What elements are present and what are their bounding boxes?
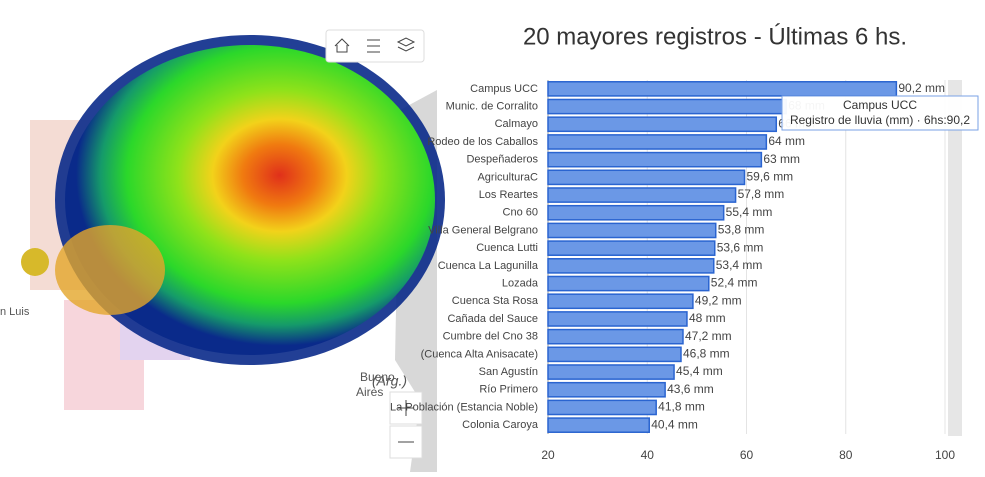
y-tick-label: Cuenca Lutti — [476, 242, 538, 254]
y-tick-label: (Cuenca Alta Anisacate) — [421, 348, 538, 360]
map-label: n Luis — [0, 306, 30, 318]
value-label: 53,8 mm — [718, 223, 765, 237]
value-label: 53,4 mm — [716, 258, 763, 272]
value-label: 52,4 mm — [711, 276, 758, 290]
value-label: 59,6 mm — [747, 170, 794, 184]
x-tick-label: 40 — [641, 448, 655, 462]
bar — [547, 116, 778, 133]
y-tick-label: La Población (Estancia Noble) — [390, 401, 538, 413]
value-label: 45,4 mm — [676, 364, 723, 378]
bar — [547, 275, 710, 292]
value-label: 64 mm — [768, 134, 805, 148]
bar — [547, 346, 682, 363]
value-label: 48 mm — [689, 311, 726, 325]
radar-cell — [21, 248, 49, 276]
chart-title: 20 mayores registros - Últimas 6 hs. — [523, 23, 907, 50]
scrollbar[interactable] — [948, 80, 962, 436]
value-label: 40,4 mm — [651, 417, 698, 431]
zoom-in[interactable] — [389, 391, 423, 425]
value-label: 63 mm — [763, 152, 800, 166]
map-label: (Arg.) — [372, 373, 407, 389]
icon — [398, 400, 414, 416]
value-label: 47,2 mm — [685, 329, 732, 343]
y-tick-label: Río Primero — [479, 384, 538, 396]
y-tick-label: Despeñaderos — [466, 154, 538, 166]
bar — [547, 169, 746, 186]
y-tick-label: Cañada del Sauce — [447, 313, 538, 325]
value-label: 53,6 mm — [717, 240, 764, 254]
bar — [547, 151, 763, 168]
bar — [547, 98, 787, 115]
y-tick-label: Cuenca La Lagunilla — [438, 260, 539, 272]
map-label: Aires — [356, 385, 383, 399]
value-label: 41,8 mm — [658, 400, 705, 414]
x-tick-label: 80 — [839, 448, 853, 462]
value-label: 46,8 mm — [683, 347, 730, 361]
y-tick-label: Villa General Belgrano — [428, 224, 538, 236]
tooltip-text: Registro de lluvia (mm) · 6hs:90,2 — [790, 113, 970, 127]
bar — [547, 311, 688, 327]
y-tick-label: San Agustín — [479, 366, 538, 378]
map-label: Bueno — [360, 370, 395, 384]
x-tick-label: 60 — [740, 448, 754, 462]
bar — [547, 293, 694, 310]
value-label: 57,8 mm — [738, 187, 785, 201]
y-tick-label: Campus UCC — [470, 83, 538, 95]
layers-button[interactable] — [396, 37, 416, 52]
bar — [547, 134, 768, 150]
map[interactable]: n Luis Bueno Aires (Arg.) — [0, 0, 445, 472]
x-tick-label: 100 — [935, 448, 955, 462]
bar — [547, 258, 715, 274]
y-tick-label: Cumbre del Cno 38 — [443, 331, 538, 343]
tooltip-title: Campus UCC — [843, 98, 917, 112]
home-button[interactable] — [334, 38, 350, 53]
legend-button[interactable] — [367, 39, 380, 53]
bar — [547, 204, 725, 221]
value-label: 55,4 mm — [726, 205, 773, 219]
y-tick-label: Rodeo de los Caballos — [427, 136, 538, 148]
plot: 20 40 60 80 100 Campus UCC 90,2 mm Munic. de Co… — [390, 80, 979, 462]
value-label: 90,2 mm — [898, 81, 945, 95]
bar — [547, 222, 717, 239]
y-tick-label: Cuenca Sta Rosa — [452, 295, 539, 307]
bar — [547, 187, 737, 203]
y-tick-label: AgriculturaC — [477, 171, 538, 183]
tooltip-box — [781, 95, 979, 131]
bar — [547, 381, 666, 398]
radar-cell — [55, 225, 165, 315]
y-tick-label: Cno 60 — [503, 207, 538, 219]
value-label: 43,6 mm — [667, 382, 714, 396]
bar — [547, 364, 675, 380]
value-label: 49,2 mm — [695, 293, 742, 307]
bar — [547, 81, 898, 97]
y-tick-label: Munic. de Corralito — [446, 100, 538, 112]
bar — [547, 240, 716, 256]
y-tick-label: Calmayo — [495, 118, 538, 130]
x-tick-label: 20 — [541, 448, 555, 462]
y-tick-label: Los Reartes — [479, 189, 539, 201]
y-tick-label: Colonia Caroya — [462, 419, 539, 431]
y-tick-label: Lozada — [502, 277, 539, 289]
bar — [547, 328, 684, 345]
bar — [547, 417, 650, 433]
bar — [547, 399, 657, 416]
